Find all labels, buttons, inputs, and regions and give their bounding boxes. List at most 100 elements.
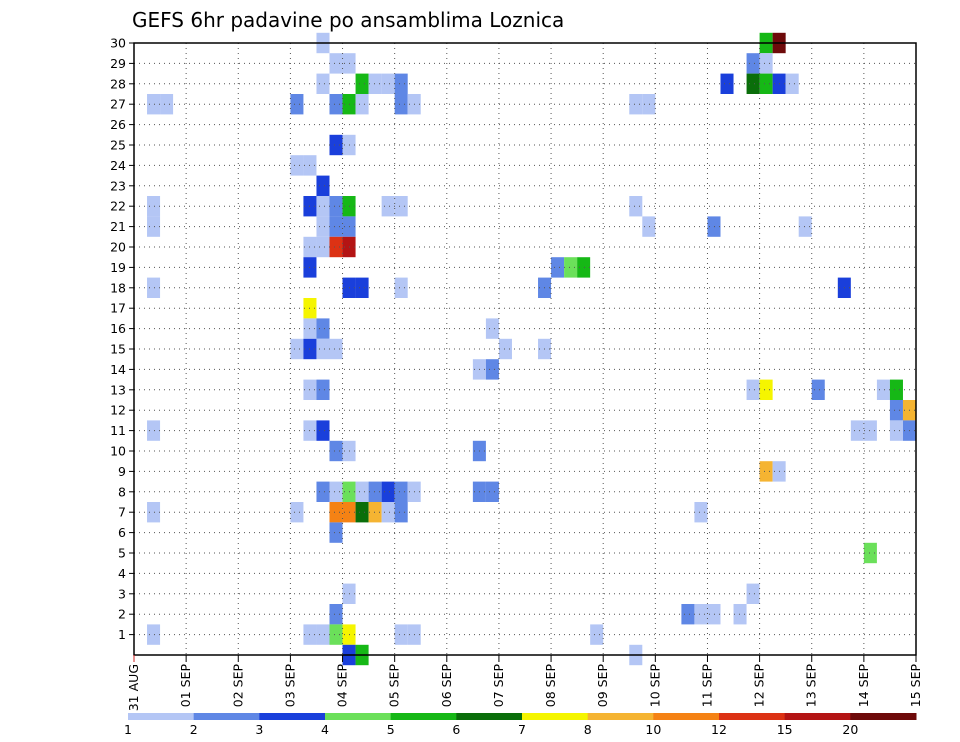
heatmap-cell <box>694 502 708 523</box>
heatmap-cell <box>485 481 499 502</box>
heatmap-cell <box>290 502 304 523</box>
heatmap-cell <box>759 73 773 94</box>
legend-label: 20 <box>842 722 858 737</box>
x-tick-label: 04 SEP <box>335 664 350 708</box>
y-tick-label: 5 <box>118 546 126 561</box>
heatmap-cell <box>381 481 395 502</box>
heatmap-cell <box>329 502 343 523</box>
heatmap-cell <box>746 73 760 94</box>
x-tick-label: 15 SEP <box>908 664 923 708</box>
heatmap-cell <box>889 379 903 400</box>
heatmap-cell <box>329 604 343 625</box>
heatmap-cell <box>394 624 408 645</box>
heatmap-cell <box>590 624 604 645</box>
chart-title: GEFS 6hr padavine po ansamblima Loznica <box>132 8 564 32</box>
y-tick-label: 23 <box>110 178 126 193</box>
heatmap-cell <box>850 420 864 441</box>
heatmap-cell <box>290 155 304 176</box>
heatmap-cell <box>368 73 382 94</box>
heatmap-cell <box>642 216 656 237</box>
y-tick-label: 18 <box>110 280 126 295</box>
x-tick-label: 09 SEP <box>595 664 610 708</box>
heatmap-cell <box>876 379 890 400</box>
heatmap-cell <box>394 94 408 115</box>
y-tick-label: 12 <box>110 403 126 418</box>
y-tick-label: 14 <box>110 362 126 377</box>
legend-label: 8 <box>584 722 592 737</box>
heatmap-cell <box>577 257 591 278</box>
heatmap-cell <box>329 481 343 502</box>
x-axis: 31 AUG 01 SEP 02 SEP 03 SEP 04 SEP 05 SEP 06 S… <box>126 655 923 711</box>
heatmap-cell <box>381 73 395 94</box>
y-tick-label: 17 <box>110 301 126 316</box>
heatmap-cell <box>381 196 395 217</box>
heatmap-cell <box>629 94 643 115</box>
y-tick-label: 19 <box>110 260 126 275</box>
x-tick-label: 31 AUG <box>126 664 141 711</box>
y-tick-label: 16 <box>110 321 126 336</box>
heatmap-cell <box>316 420 330 441</box>
heatmap-cell <box>551 257 565 278</box>
heatmap-cell <box>290 338 304 360</box>
y-axis: 1234567891011121314151617181920212223242… <box>110 36 134 642</box>
color-legend: 1 2 3 4 5 6 7 8 10 12 15 20 <box>124 713 917 737</box>
y-tick-label: 7 <box>118 505 126 520</box>
y-tick-label: 4 <box>118 566 126 581</box>
heatmap-cell <box>316 196 330 217</box>
legend-swatch <box>259 713 326 720</box>
y-tick-label: 9 <box>118 464 126 479</box>
heatmap-cell <box>329 94 343 115</box>
legend-swatch <box>193 713 260 720</box>
heatmap-cell <box>329 53 343 74</box>
y-tick-label: 2 <box>118 607 126 622</box>
heatmap-cell <box>381 502 395 523</box>
x-tick-label: 13 SEP <box>804 664 819 708</box>
heatmap-cell <box>316 624 330 645</box>
heatmap-cell <box>394 277 408 298</box>
x-tick-label: 06 SEP <box>439 664 454 708</box>
heatmap-cell <box>355 73 369 94</box>
legend-label: 12 <box>711 722 727 737</box>
heatmap-cell <box>642 94 656 115</box>
heatmap-cell <box>394 502 408 523</box>
heatmap-cell <box>147 624 161 645</box>
legend-label: 10 <box>645 722 661 737</box>
legend-swatch <box>390 713 457 720</box>
legend-label: 2 <box>190 722 198 737</box>
legend-label: 4 <box>321 722 329 737</box>
heatmap-cell <box>889 400 903 421</box>
heatmap-cell <box>316 318 330 339</box>
heatmap-cell <box>147 502 161 523</box>
x-tick-label: 08 SEP <box>543 664 558 708</box>
heatmap-cell <box>694 604 708 625</box>
y-tick-label: 30 <box>110 36 126 51</box>
y-tick-label: 26 <box>110 117 126 132</box>
heatmap-cell <box>759 379 773 400</box>
heatmap-cell <box>147 420 161 441</box>
heatmap-cell <box>759 53 773 74</box>
heatmap-cell <box>329 236 343 258</box>
heatmap-cell <box>394 73 408 94</box>
legend-label: 7 <box>518 722 526 737</box>
heatmap-cell <box>746 53 760 74</box>
heatmap-cell <box>681 604 695 625</box>
heatmap-cell <box>355 277 369 298</box>
legend-swatch <box>850 713 917 720</box>
heatmap-cell <box>863 420 877 441</box>
legend-label: 5 <box>387 722 395 737</box>
heatmap-cell <box>811 379 825 400</box>
heatmap-cell <box>147 277 161 298</box>
y-tick-label: 13 <box>110 382 126 397</box>
heatmap-cell <box>759 461 773 482</box>
x-tick-label: 02 SEP <box>230 664 245 708</box>
heatmap-cell <box>316 338 330 360</box>
heatmap-cell <box>147 196 161 217</box>
y-tick-label: 27 <box>110 97 126 112</box>
legend-swatch <box>784 713 851 720</box>
legend-label: 15 <box>777 722 793 737</box>
x-tick-label: 03 SEP <box>282 664 297 708</box>
y-tick-label: 29 <box>110 56 126 71</box>
heatmap-cell <box>863 542 877 564</box>
heatmap-cell <box>355 481 369 502</box>
y-tick-label: 20 <box>110 240 126 255</box>
